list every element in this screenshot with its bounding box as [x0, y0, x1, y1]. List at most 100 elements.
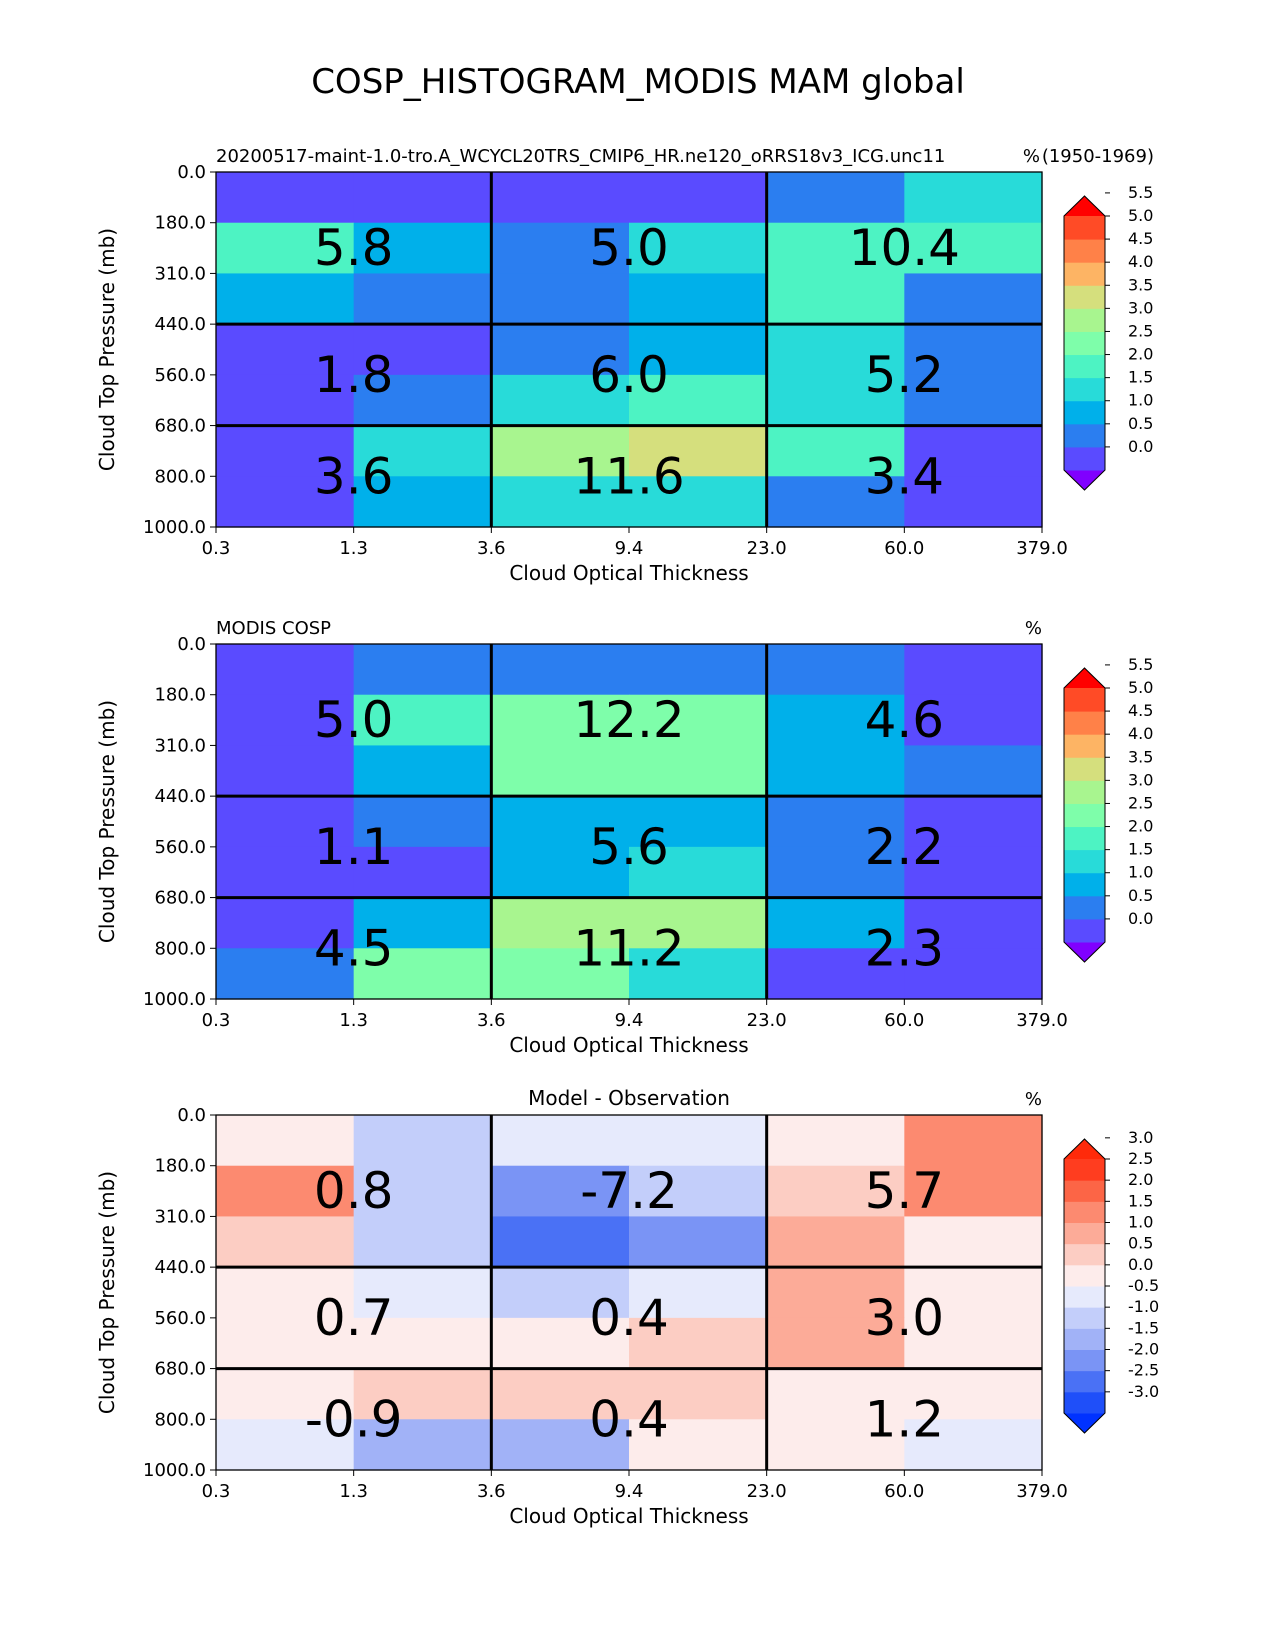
block-total-label: 1.1 [314, 818, 394, 876]
heatmap-cell [766, 172, 905, 224]
heatmap-cell [904, 476, 1043, 528]
heatmap-cell [216, 1317, 355, 1370]
x-axis-label: Cloud Optical Thickness [509, 561, 748, 585]
block-total-label: 5.7 [865, 1162, 945, 1220]
y-tick-label: 680.0 [154, 1359, 206, 1380]
y-axis-label: Cloud Top Pressure (mb) [95, 1171, 119, 1414]
heatmap-cell [491, 425, 630, 477]
colorbar-tick-label: -2.0 [1128, 1340, 1159, 1359]
heatmap-cell [766, 1216, 905, 1268]
heatmap-cell [904, 1317, 1043, 1370]
panel-3: 0.8 -7.2 5.7 0.7 0.4 3.0 -0.9 0.4 1.2 0.3 1.3 3.6 9.… [95, 1086, 1159, 1528]
colorbar-segment [1064, 872, 1105, 897]
y-tick-label: 560.0 [154, 365, 206, 386]
colorbar-segment [1064, 446, 1105, 471]
block-total-label: 3.4 [865, 447, 945, 505]
heatmap-cell [904, 425, 1043, 477]
heatmap-cell [353, 273, 492, 325]
colorbar-segment [1064, 757, 1105, 781]
block-total-label: 0.8 [314, 1162, 394, 1220]
x-tick-label: 60.0 [884, 1481, 924, 1502]
colorbar-tick-label: 5.5 [1128, 183, 1153, 202]
x-tick-label: 1.3 [339, 538, 368, 559]
heatmap-cell [353, 846, 492, 899]
y-tick-label: 680.0 [154, 416, 206, 437]
heatmap-cell [216, 476, 355, 528]
heatmap-cell [629, 1368, 768, 1420]
colorbar-segment [1064, 780, 1105, 804]
heatmap-cell [216, 1267, 355, 1319]
heatmap-cell [766, 796, 905, 848]
heatmap-cell [491, 948, 630, 1000]
heatmap-cell [491, 1165, 630, 1218]
heatmap-cell [904, 948, 1043, 1000]
x-tick-label: 9.4 [615, 1481, 644, 1502]
panel-2: 5.0 12.2 4.6 1.1 5.6 2.2 4.5 11.2 2.3 0.3 1.3 3.6 9.… [95, 618, 1153, 1057]
x-tick-label: 0.3 [202, 1481, 231, 1502]
colorbar-tick-label: 3.0 [1128, 770, 1153, 789]
heatmap-cell [491, 172, 630, 224]
heatmap-cell [216, 374, 355, 427]
heatmap-cell [904, 1216, 1043, 1268]
colorbar-segment [1064, 308, 1105, 332]
colorbar-tick-label: -1.5 [1128, 1318, 1159, 1337]
x-tick-label: 9.4 [615, 1010, 644, 1031]
colorbar-segment [1064, 285, 1105, 309]
heatmap-cell [904, 172, 1043, 224]
colorbar-segment [1064, 688, 1105, 712]
heatmap-cell [216, 694, 355, 747]
colorbar-extend-max [1064, 668, 1105, 688]
heatmap-cell [353, 644, 492, 696]
heatmap-cell [904, 1368, 1043, 1420]
colorbar-tick-label: 3.5 [1128, 275, 1153, 294]
heatmap-cell [766, 1267, 905, 1319]
heatmap-cell [629, 694, 768, 747]
colorbar-tick-label: 3.0 [1128, 298, 1153, 317]
x-tick-label: 3.6 [477, 1010, 506, 1031]
y-tick-label: 440.0 [154, 1257, 206, 1278]
heatmap-cell [904, 222, 1043, 275]
block-total-label: 0.4 [589, 1289, 669, 1347]
heatmap-cell [353, 1115, 492, 1167]
heatmap-cells [216, 1115, 1043, 1471]
panel-title-left: MODIS COSP [216, 618, 331, 639]
heatmap-cell [904, 1419, 1043, 1471]
x-tick-label: 379.0 [1016, 1010, 1068, 1031]
block-total-label: 11.2 [573, 919, 684, 977]
y-tick-label: 180.0 [154, 213, 206, 234]
colorbar-tick-label: 2.0 [1128, 817, 1153, 836]
colorbar-tick-label: 4.0 [1128, 724, 1153, 743]
y-tick-label: 180.0 [154, 1156, 206, 1177]
colorbar-segment [1064, 1328, 1105, 1350]
heatmap-cell [904, 324, 1043, 376]
heatmap-cell [629, 1115, 768, 1167]
panel-title-center: Model - Observation [528, 1086, 730, 1110]
colorbar-tick-label: 3.5 [1128, 747, 1153, 766]
block-total-label: 2.3 [865, 919, 945, 977]
heatmap-cells [216, 644, 1043, 1000]
heatmap-cell [904, 1115, 1043, 1167]
colorbar-tick-label: 2.5 [1128, 1149, 1153, 1168]
colorbar-segment [1064, 377, 1105, 402]
colorbar-tick-label: 4.0 [1128, 252, 1153, 271]
heatmap-cell [629, 1419, 768, 1471]
heatmap-cell [491, 694, 630, 747]
heatmap-cell [904, 273, 1043, 325]
heatmap-cell [904, 745, 1043, 797]
x-axis-label: Cloud Optical Thickness [509, 1504, 748, 1528]
heatmap-cell [766, 222, 905, 275]
block-total-label: 6.0 [589, 346, 669, 404]
colorbar-tick-label: 0.5 [1128, 414, 1153, 433]
colorbar-segment [1064, 216, 1105, 240]
colorbar-segment [1064, 1370, 1105, 1393]
x-axis-label: Cloud Optical Thickness [509, 1033, 748, 1057]
colorbar-segment [1064, 826, 1105, 851]
colorbar-segment [1064, 1243, 1105, 1266]
colorbar-segment [1064, 262, 1105, 286]
block-total-label: 5.2 [865, 346, 945, 404]
heatmap-cell [353, 1216, 492, 1268]
heatmap-cell [491, 1419, 630, 1471]
colorbar-segment [1064, 918, 1105, 943]
heatmap-cell [629, 172, 768, 224]
